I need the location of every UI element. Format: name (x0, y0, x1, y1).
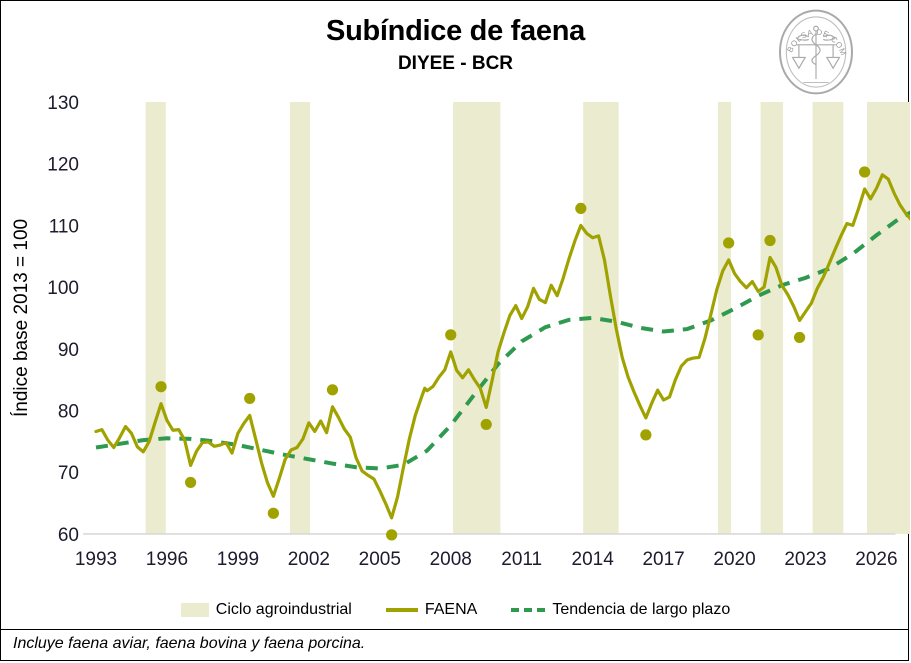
x-tick-label: 1993 (75, 549, 117, 570)
marker-dot (480, 418, 492, 431)
y-tick-label: 120 (47, 155, 79, 176)
x-tick-label: 1996 (146, 549, 188, 570)
page-title: Subíndice de faena (326, 15, 585, 47)
marker-dot (723, 237, 735, 249)
marker-dot (326, 384, 339, 396)
trend-series (95, 210, 910, 471)
cycle-band (866, 102, 910, 534)
cycle-band (289, 102, 311, 534)
dashed-line-swatch-icon (511, 608, 546, 612)
marker-dot (155, 381, 167, 393)
marker-dots-layer (155, 166, 871, 541)
bolsa-comercio-rosario-seal-icon: BOLSA DE COMERCIO DE ROSARIO (768, 0, 853, 95)
trend-line (95, 210, 910, 471)
legend-item-tendencia[interactable]: Tendencia de largo plazo (511, 601, 730, 619)
faena-line (94, 173, 910, 520)
cycle-band (717, 102, 732, 534)
chart-legend: Ciclo agroindustrial FAENA Tendencia de … (1, 593, 910, 627)
bcr-logo: BOLSA DE COMERCIO DE ROSARIO (768, 0, 861, 97)
y-tick-label: 130 (47, 93, 79, 114)
y-tick-label: 110 (49, 216, 79, 237)
y-tick-label: 60 (58, 525, 79, 546)
marker-dot (244, 392, 256, 405)
y-axis-title: Índice base 2013 = 100 (11, 219, 32, 417)
legend-item-ciclo[interactable]: Ciclo agroindustrial (180, 601, 352, 619)
marker-dot (859, 166, 871, 178)
cycle-band (812, 102, 844, 534)
legend-label-tendencia: Tendencia de largo plazo (552, 601, 731, 618)
cycle-bands-layer (145, 102, 910, 534)
legend-label-faena: FAENA (424, 601, 478, 618)
y-axis-title-text: Índice base 2013 = 100 (11, 219, 32, 417)
x-tick-label: 2005 (359, 549, 401, 570)
marker-dot (575, 202, 587, 214)
marker-dot (640, 429, 652, 441)
legend-item-faena[interactable]: FAENA (385, 601, 478, 619)
marker-dot (445, 329, 457, 341)
x-tick-label: 2026 (855, 549, 897, 570)
marker-dot (764, 234, 776, 247)
marker-dot (793, 331, 806, 344)
x-tick-label: 2023 (784, 549, 826, 570)
legend-label-ciclo: Ciclo agroindustrial (215, 601, 352, 618)
x-tick-label: 2002 (288, 549, 330, 570)
y-tick-labels: 60 70 80 90 100 110 120 130 (47, 93, 79, 546)
cycle-band (760, 102, 784, 534)
x-tick-labels: 1993 1996 1999 2002 2005 2008 2011 2014 2017 2020… (75, 549, 898, 570)
faena-series (94, 173, 910, 520)
line-swatch-icon (385, 608, 418, 612)
x-tick-label: 2008 (430, 549, 472, 570)
x-tick-label: 2017 (642, 549, 684, 570)
x-tick-label: 2011 (501, 549, 542, 570)
band-swatch-icon (180, 603, 209, 617)
marker-dot (386, 529, 398, 541)
y-tick-label: 80 (58, 402, 79, 423)
footer-divider (1, 629, 908, 630)
faena-index-line-chart: 60 70 80 90 100 110 120 130 1993 1996 1999 2002 200… (11, 93, 910, 570)
x-tick-label: 1999 (217, 549, 259, 570)
x-tick-label: 2014 (572, 549, 615, 570)
marker-dot (185, 476, 197, 489)
y-tick-label: 90 (58, 340, 79, 361)
x-tick-label: 2020 (713, 549, 755, 570)
chart-subtitle: DIYEE - BCR (397, 53, 514, 74)
cycle-band (145, 102, 166, 534)
y-tick-label: 70 (58, 463, 79, 484)
cycle-band (453, 102, 501, 534)
footnote-text: Incluye faena aviar, faena bovina y faen… (13, 635, 366, 652)
y-tick-label: 100 (47, 278, 79, 299)
marker-dot (267, 507, 279, 519)
marker-dot (752, 329, 764, 341)
